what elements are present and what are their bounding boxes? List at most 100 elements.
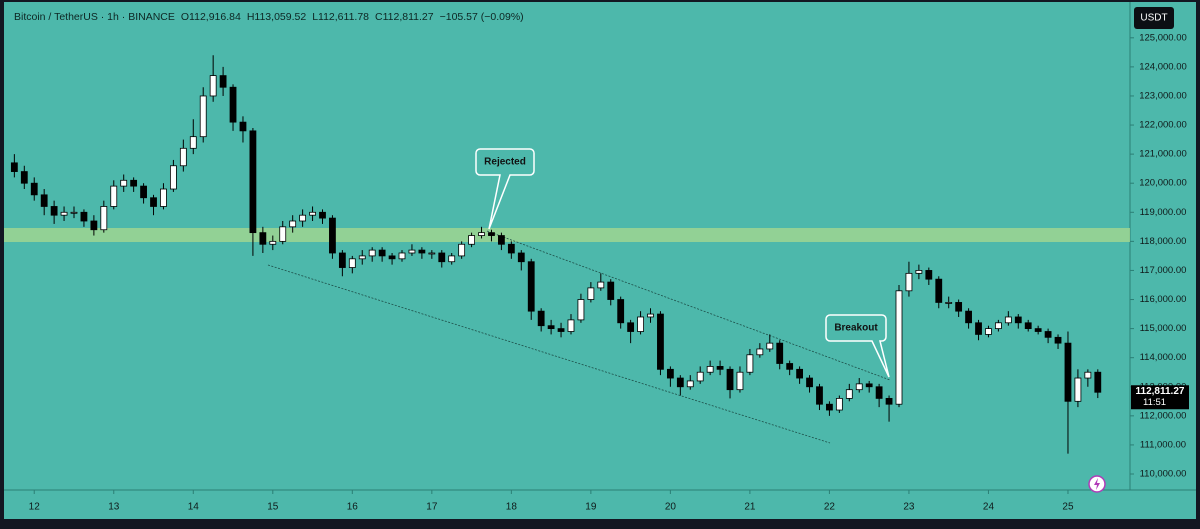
candle-body [557,328,565,332]
candle-body [706,366,714,373]
candle-body [1084,371,1092,379]
currency-label[interactable]: USDT [1140,13,1167,24]
annotation-rejected: Rejected [484,157,526,168]
chart-background [4,2,1196,519]
candle-body [30,182,38,196]
candle-body [338,252,346,268]
candle-body [1074,377,1082,402]
candle-body [816,386,823,405]
candle-body [468,235,475,245]
candle-body [90,220,98,231]
candle-body [657,313,664,370]
candle-body [676,377,684,388]
candle-body [130,179,138,187]
candle-body [935,278,943,303]
candle-body [835,397,843,411]
resistance-zone [4,228,1130,242]
candle-body [120,179,128,187]
candle-body [637,316,644,332]
candle-body [179,147,187,167]
candle-body [577,299,585,321]
candle-body [865,383,873,388]
y-tick-label: 110,000.00 [1140,469,1187,480]
countdown: 11:51 [1143,397,1166,408]
x-tick-label: 16 [347,502,359,513]
candle-body [607,281,615,300]
y-tick-label: 121,000.00 [1139,149,1187,160]
candle-body [716,366,724,370]
last-price: 112,811.27 11:51 [1131,385,1189,410]
x-tick-label: 22 [824,502,836,513]
candle-body [945,302,953,304]
candle-body [259,232,267,245]
candle-body [160,188,167,207]
y-tick-label: 120,000.00 [1139,178,1187,189]
candle-body [855,383,863,391]
candle-body [985,328,992,335]
candle-body [796,368,804,379]
candle-body [289,220,297,228]
candle-body [458,243,466,257]
candle-body [756,348,764,356]
candle-body [875,386,883,399]
candle-body [1014,316,1022,324]
candle-body [925,270,933,280]
candle-body [1044,331,1052,338]
ohlc-value: −105.57 (−0.09%) [440,11,524,23]
x-tick-label: 13 [108,502,120,513]
y-tick-label: 111,000.00 [1140,439,1186,450]
alert-icon-glyph [1094,478,1100,490]
candle-body [527,261,535,312]
candle-body [567,319,575,332]
y-tick-label: 122,000.00 [1139,120,1187,131]
candle-body [1034,328,1042,332]
candle-body [806,377,813,388]
x-tick-label: 23 [903,502,915,513]
candle-body [647,313,654,318]
ohlc-value: L112,611.78 [312,11,369,23]
candle-body [1054,336,1062,344]
y-tick-label: 115,000.00 [1140,323,1187,334]
candle-body [169,165,177,190]
candle-body [60,211,68,216]
candle-body [1024,322,1032,330]
candle-body [319,211,326,219]
x-tick-label: 24 [983,502,995,513]
candle-body [10,162,18,172]
ohlc-value: C112,811.27 [375,11,434,23]
candle-body [70,211,78,214]
candle-body [905,272,913,292]
candle-body [269,240,277,245]
currency-box[interactable] [1134,7,1174,29]
y-tick-label: 112,000.00 [1140,410,1187,421]
ohlc-legend: O112,916.84 H113,059.52 L112,611.78 C112,81… [181,11,524,23]
candle-body [915,270,923,274]
x-tick-label: 19 [585,502,597,513]
x-tick-label: 21 [744,502,756,513]
last-price-box [1131,385,1189,410]
candle-body [786,363,794,370]
candle-body [547,325,555,330]
candle-body [537,310,545,327]
candle-body [488,232,495,236]
ohlc-value: O112,916.84 [181,11,241,23]
y-tick-label: 117,000.00 [1140,265,1187,276]
y-tick-label: 114,000.00 [1140,352,1187,363]
candle-body [1064,342,1072,402]
annotation-breakout: Breakout [834,323,878,334]
candle-body [40,194,48,207]
annotation-bubble [825,314,890,378]
candle-body [299,214,307,222]
candle-body [736,371,744,391]
candle-body [517,252,525,263]
candle-body [279,226,287,242]
candle-body [418,249,426,254]
candle-body [994,322,1002,330]
candle-body [189,136,197,149]
y-tick-label: 119,000.00 [1140,207,1187,218]
candle-body [20,171,28,184]
y-tick-label: 125,000.00 [1139,32,1187,43]
candle-body [110,185,118,207]
